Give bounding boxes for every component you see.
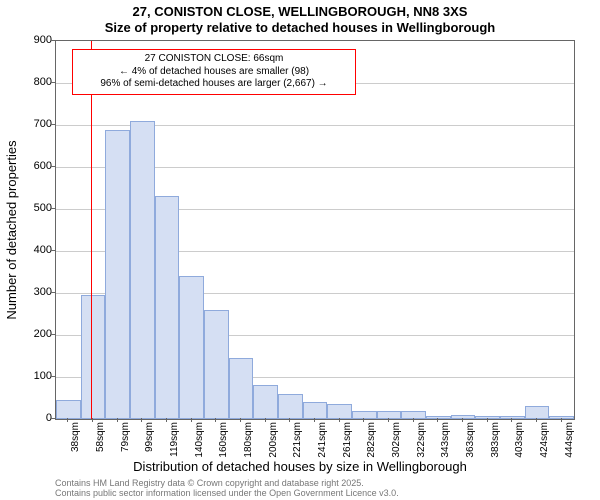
xtick-mark (191, 418, 192, 422)
xtick-mark (437, 418, 438, 422)
histogram-bar (352, 411, 377, 419)
chart-title-main: 27, CONISTON CLOSE, WELLINGBOROUGH, NN8 … (0, 4, 600, 19)
xtick-label: 282sqm (366, 422, 377, 458)
histogram-bar (253, 385, 278, 419)
chart-title-sub: Size of property relative to detached ho… (0, 20, 600, 35)
xtick-label: 241sqm (317, 422, 328, 458)
ytick-label: 900 (12, 34, 52, 46)
annotation-line: 96% of semi-detached houses are larger (… (79, 78, 349, 91)
xtick-mark (240, 418, 241, 422)
ytick-label: 600 (12, 160, 52, 172)
xtick-mark (413, 418, 414, 422)
histogram-bar (130, 121, 155, 419)
histogram-bar (229, 358, 254, 419)
xtick-label: 58sqm (95, 422, 106, 452)
xtick-mark (265, 418, 266, 422)
histogram-bar (327, 404, 352, 419)
xtick-mark (117, 418, 118, 422)
annotation-line: ← 4% of detached houses are smaller (98) (79, 66, 349, 79)
xtick-mark (487, 418, 488, 422)
histogram-bar (475, 416, 500, 419)
ytick-mark (51, 124, 55, 125)
xtick-mark (536, 418, 537, 422)
ytick-mark (51, 82, 55, 83)
xtick-mark (462, 418, 463, 422)
chart-container: 27, CONISTON CLOSE, WELLINGBOROUGH, NN8 … (0, 0, 600, 500)
xtick-label: 444sqm (564, 422, 575, 458)
ytick-label: 500 (12, 202, 52, 214)
xtick-label: 160sqm (218, 422, 229, 458)
histogram-bar (105, 130, 130, 419)
xtick-label: 99sqm (144, 422, 155, 452)
xtick-label: 343sqm (440, 422, 451, 458)
xtick-label: 383sqm (490, 422, 501, 458)
histogram-bar (426, 416, 451, 419)
xtick-label: 261sqm (342, 422, 353, 458)
xtick-mark (67, 418, 68, 422)
x-axis-label: Distribution of detached houses by size … (0, 459, 600, 474)
histogram-bar (549, 416, 574, 419)
histogram-bar (204, 310, 229, 419)
ytick-label: 700 (12, 118, 52, 130)
xtick-mark (363, 418, 364, 422)
xtick-mark (141, 418, 142, 422)
xtick-mark (166, 418, 167, 422)
xtick-mark (289, 418, 290, 422)
xtick-label: 140sqm (194, 422, 205, 458)
xtick-label: 302sqm (391, 422, 402, 458)
xtick-label: 363sqm (465, 422, 476, 458)
ytick-mark (51, 376, 55, 377)
xtick-mark (215, 418, 216, 422)
histogram-bar (81, 295, 106, 419)
xtick-label: 38sqm (70, 422, 81, 452)
xtick-mark (314, 418, 315, 422)
ytick-label: 200 (12, 328, 52, 340)
ytick-mark (51, 418, 55, 419)
ytick-mark (51, 40, 55, 41)
histogram-bar (500, 416, 525, 419)
xtick-label: 424sqm (539, 422, 550, 458)
histogram-bar (56, 400, 81, 419)
footer-line-1: Contains HM Land Registry data © Crown c… (55, 478, 364, 488)
xtick-mark (339, 418, 340, 422)
ytick-label: 100 (12, 370, 52, 382)
histogram-bar (401, 411, 426, 419)
ytick-mark (51, 334, 55, 335)
xtick-label: 200sqm (268, 422, 279, 458)
xtick-mark (561, 418, 562, 422)
annotation-box: 27 CONISTON CLOSE: 66sqm← 4% of detached… (72, 49, 356, 95)
ytick-mark (51, 166, 55, 167)
marker-line (91, 41, 92, 419)
annotation-line: 27 CONISTON CLOSE: 66sqm (79, 53, 349, 66)
xtick-label: 119sqm (169, 422, 180, 457)
xtick-label: 403sqm (514, 422, 525, 458)
footer-line-2: Contains public sector information licen… (55, 488, 399, 498)
xtick-mark (388, 418, 389, 422)
ytick-label: 0 (12, 412, 52, 424)
ytick-mark (51, 208, 55, 209)
ytick-label: 800 (12, 76, 52, 88)
histogram-bar (303, 402, 328, 419)
xtick-mark (511, 418, 512, 422)
ytick-label: 400 (12, 244, 52, 256)
ytick-label: 300 (12, 286, 52, 298)
xtick-label: 180sqm (243, 422, 254, 458)
ytick-mark (51, 250, 55, 251)
xtick-label: 322sqm (416, 422, 427, 458)
histogram-bar (179, 276, 204, 419)
xtick-mark (92, 418, 93, 422)
xtick-label: 79sqm (120, 422, 131, 452)
plot-area: 27 CONISTON CLOSE: 66sqm← 4% of detached… (55, 40, 575, 420)
xtick-label: 221sqm (292, 422, 303, 458)
ytick-mark (51, 292, 55, 293)
histogram-bar (278, 394, 303, 419)
histogram-bar (155, 196, 180, 419)
